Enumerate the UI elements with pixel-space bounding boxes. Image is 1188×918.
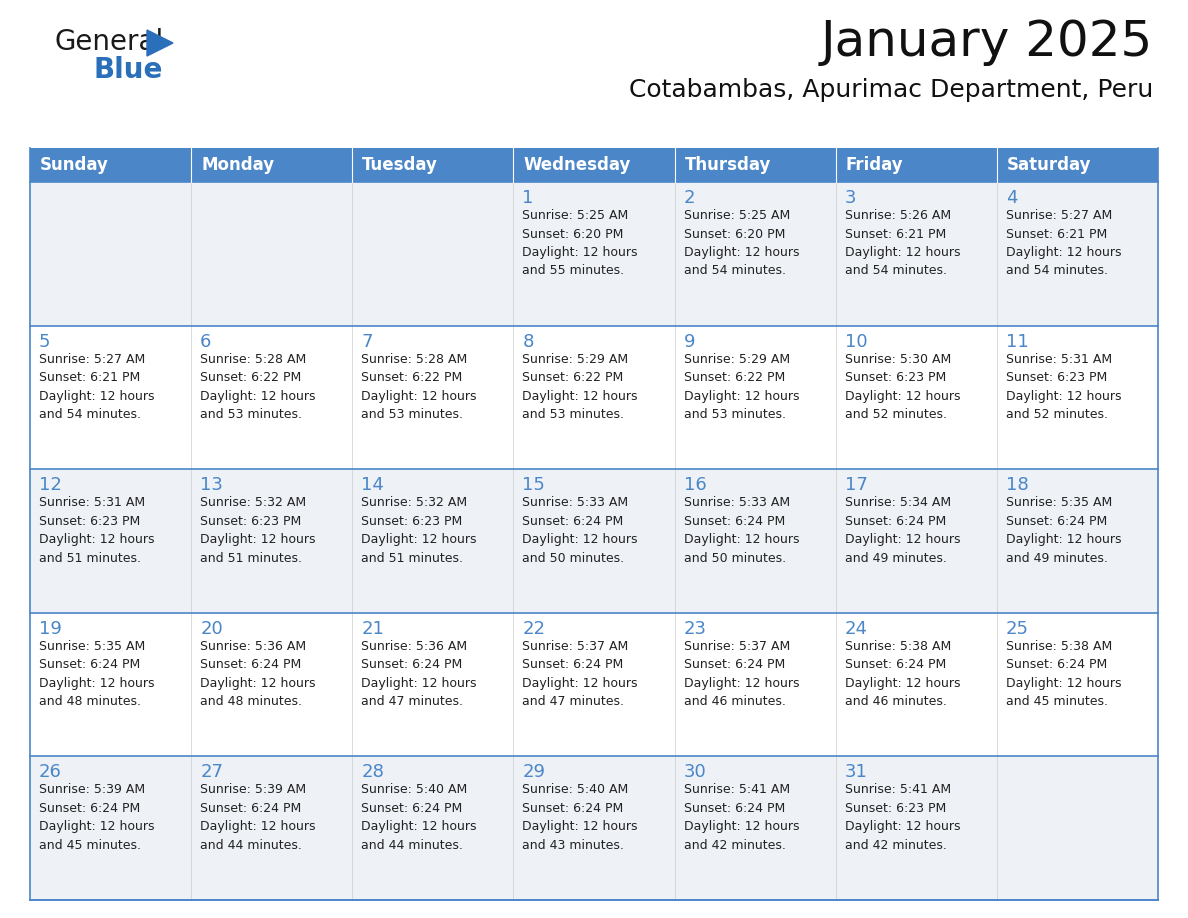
Text: Wednesday: Wednesday xyxy=(524,156,631,174)
Text: Cotabambas, Apurimac Department, Peru: Cotabambas, Apurimac Department, Peru xyxy=(628,78,1154,102)
Text: Sunrise: 5:26 AM
Sunset: 6:21 PM
Daylight: 12 hours
and 54 minutes.: Sunrise: 5:26 AM Sunset: 6:21 PM Dayligh… xyxy=(845,209,960,277)
Text: Sunrise: 5:36 AM
Sunset: 6:24 PM
Daylight: 12 hours
and 47 minutes.: Sunrise: 5:36 AM Sunset: 6:24 PM Dayligh… xyxy=(361,640,476,709)
Text: 29: 29 xyxy=(523,764,545,781)
Text: 4: 4 xyxy=(1006,189,1017,207)
Text: 6: 6 xyxy=(200,332,211,351)
Text: Sunrise: 5:40 AM
Sunset: 6:24 PM
Daylight: 12 hours
and 44 minutes.: Sunrise: 5:40 AM Sunset: 6:24 PM Dayligh… xyxy=(361,783,476,852)
Text: Thursday: Thursday xyxy=(684,156,771,174)
Text: General: General xyxy=(55,28,164,56)
Text: Blue: Blue xyxy=(93,56,163,84)
Text: Sunrise: 5:28 AM
Sunset: 6:22 PM
Daylight: 12 hours
and 53 minutes.: Sunrise: 5:28 AM Sunset: 6:22 PM Dayligh… xyxy=(361,353,476,421)
Text: January 2025: January 2025 xyxy=(821,18,1154,66)
Bar xyxy=(835,148,997,182)
Text: 30: 30 xyxy=(683,764,707,781)
Text: 17: 17 xyxy=(845,476,867,494)
Text: Sunrise: 5:37 AM
Sunset: 6:24 PM
Daylight: 12 hours
and 47 minutes.: Sunrise: 5:37 AM Sunset: 6:24 PM Dayligh… xyxy=(523,640,638,709)
Text: Sunrise: 5:35 AM
Sunset: 6:24 PM
Daylight: 12 hours
and 48 minutes.: Sunrise: 5:35 AM Sunset: 6:24 PM Dayligh… xyxy=(39,640,154,709)
Text: 13: 13 xyxy=(200,476,223,494)
Bar xyxy=(997,148,1158,182)
Text: Sunrise: 5:32 AM
Sunset: 6:23 PM
Daylight: 12 hours
and 51 minutes.: Sunrise: 5:32 AM Sunset: 6:23 PM Dayligh… xyxy=(361,497,476,565)
Bar xyxy=(30,469,1158,613)
Text: Sunday: Sunday xyxy=(40,156,109,174)
Bar xyxy=(30,756,1158,900)
Text: 26: 26 xyxy=(39,764,62,781)
Bar xyxy=(353,148,513,182)
Text: 23: 23 xyxy=(683,620,707,638)
Text: 5: 5 xyxy=(39,332,51,351)
Text: 20: 20 xyxy=(200,620,223,638)
Text: Sunrise: 5:25 AM
Sunset: 6:20 PM
Daylight: 12 hours
and 55 minutes.: Sunrise: 5:25 AM Sunset: 6:20 PM Dayligh… xyxy=(523,209,638,277)
Text: Sunrise: 5:29 AM
Sunset: 6:22 PM
Daylight: 12 hours
and 53 minutes.: Sunrise: 5:29 AM Sunset: 6:22 PM Dayligh… xyxy=(523,353,638,421)
Text: 28: 28 xyxy=(361,764,384,781)
Text: Sunrise: 5:25 AM
Sunset: 6:20 PM
Daylight: 12 hours
and 54 minutes.: Sunrise: 5:25 AM Sunset: 6:20 PM Dayligh… xyxy=(683,209,800,277)
Text: 22: 22 xyxy=(523,620,545,638)
Text: Sunrise: 5:36 AM
Sunset: 6:24 PM
Daylight: 12 hours
and 48 minutes.: Sunrise: 5:36 AM Sunset: 6:24 PM Dayligh… xyxy=(200,640,316,709)
Text: Sunrise: 5:27 AM
Sunset: 6:21 PM
Daylight: 12 hours
and 54 minutes.: Sunrise: 5:27 AM Sunset: 6:21 PM Dayligh… xyxy=(39,353,154,421)
Text: 19: 19 xyxy=(39,620,62,638)
Text: Sunrise: 5:41 AM
Sunset: 6:23 PM
Daylight: 12 hours
and 42 minutes.: Sunrise: 5:41 AM Sunset: 6:23 PM Dayligh… xyxy=(845,783,960,852)
Text: 14: 14 xyxy=(361,476,384,494)
Text: 18: 18 xyxy=(1006,476,1029,494)
Bar xyxy=(30,613,1158,756)
Text: 7: 7 xyxy=(361,332,373,351)
Text: 10: 10 xyxy=(845,332,867,351)
Text: Sunrise: 5:27 AM
Sunset: 6:21 PM
Daylight: 12 hours
and 54 minutes.: Sunrise: 5:27 AM Sunset: 6:21 PM Dayligh… xyxy=(1006,209,1121,277)
Text: Sunrise: 5:41 AM
Sunset: 6:24 PM
Daylight: 12 hours
and 42 minutes.: Sunrise: 5:41 AM Sunset: 6:24 PM Dayligh… xyxy=(683,783,800,852)
Text: 8: 8 xyxy=(523,332,533,351)
Text: Sunrise: 5:31 AM
Sunset: 6:23 PM
Daylight: 12 hours
and 52 minutes.: Sunrise: 5:31 AM Sunset: 6:23 PM Dayligh… xyxy=(1006,353,1121,421)
Text: Sunrise: 5:32 AM
Sunset: 6:23 PM
Daylight: 12 hours
and 51 minutes.: Sunrise: 5:32 AM Sunset: 6:23 PM Dayligh… xyxy=(200,497,316,565)
Bar xyxy=(30,148,191,182)
Text: 11: 11 xyxy=(1006,332,1029,351)
Text: Sunrise: 5:29 AM
Sunset: 6:22 PM
Daylight: 12 hours
and 53 minutes.: Sunrise: 5:29 AM Sunset: 6:22 PM Dayligh… xyxy=(683,353,800,421)
Text: Sunrise: 5:28 AM
Sunset: 6:22 PM
Daylight: 12 hours
and 53 minutes.: Sunrise: 5:28 AM Sunset: 6:22 PM Dayligh… xyxy=(200,353,316,421)
Polygon shape xyxy=(147,30,173,56)
Text: 25: 25 xyxy=(1006,620,1029,638)
Text: Tuesday: Tuesday xyxy=(362,156,438,174)
Text: Sunrise: 5:39 AM
Sunset: 6:24 PM
Daylight: 12 hours
and 44 minutes.: Sunrise: 5:39 AM Sunset: 6:24 PM Dayligh… xyxy=(200,783,316,852)
Text: Sunrise: 5:30 AM
Sunset: 6:23 PM
Daylight: 12 hours
and 52 minutes.: Sunrise: 5:30 AM Sunset: 6:23 PM Dayligh… xyxy=(845,353,960,421)
Text: Sunrise: 5:37 AM
Sunset: 6:24 PM
Daylight: 12 hours
and 46 minutes.: Sunrise: 5:37 AM Sunset: 6:24 PM Dayligh… xyxy=(683,640,800,709)
Bar xyxy=(30,182,1158,326)
Text: Sunrise: 5:33 AM
Sunset: 6:24 PM
Daylight: 12 hours
and 50 minutes.: Sunrise: 5:33 AM Sunset: 6:24 PM Dayligh… xyxy=(683,497,800,565)
Text: 15: 15 xyxy=(523,476,545,494)
Text: Friday: Friday xyxy=(846,156,903,174)
Text: Sunrise: 5:33 AM
Sunset: 6:24 PM
Daylight: 12 hours
and 50 minutes.: Sunrise: 5:33 AM Sunset: 6:24 PM Dayligh… xyxy=(523,497,638,565)
Text: Sunrise: 5:34 AM
Sunset: 6:24 PM
Daylight: 12 hours
and 49 minutes.: Sunrise: 5:34 AM Sunset: 6:24 PM Dayligh… xyxy=(845,497,960,565)
Text: 24: 24 xyxy=(845,620,867,638)
Text: Sunrise: 5:38 AM
Sunset: 6:24 PM
Daylight: 12 hours
and 46 minutes.: Sunrise: 5:38 AM Sunset: 6:24 PM Dayligh… xyxy=(845,640,960,709)
Text: Sunrise: 5:40 AM
Sunset: 6:24 PM
Daylight: 12 hours
and 43 minutes.: Sunrise: 5:40 AM Sunset: 6:24 PM Dayligh… xyxy=(523,783,638,852)
Text: 21: 21 xyxy=(361,620,384,638)
Bar xyxy=(191,148,353,182)
Text: 31: 31 xyxy=(845,764,867,781)
Text: Sunrise: 5:39 AM
Sunset: 6:24 PM
Daylight: 12 hours
and 45 minutes.: Sunrise: 5:39 AM Sunset: 6:24 PM Dayligh… xyxy=(39,783,154,852)
Text: Monday: Monday xyxy=(201,156,274,174)
Bar xyxy=(30,326,1158,469)
Text: 9: 9 xyxy=(683,332,695,351)
Text: 16: 16 xyxy=(683,476,707,494)
Text: Sunrise: 5:35 AM
Sunset: 6:24 PM
Daylight: 12 hours
and 49 minutes.: Sunrise: 5:35 AM Sunset: 6:24 PM Dayligh… xyxy=(1006,497,1121,565)
Text: 1: 1 xyxy=(523,189,533,207)
Text: 2: 2 xyxy=(683,189,695,207)
Text: Saturday: Saturday xyxy=(1007,156,1092,174)
Text: 27: 27 xyxy=(200,764,223,781)
Bar xyxy=(513,148,675,182)
Text: Sunrise: 5:31 AM
Sunset: 6:23 PM
Daylight: 12 hours
and 51 minutes.: Sunrise: 5:31 AM Sunset: 6:23 PM Dayligh… xyxy=(39,497,154,565)
Text: 12: 12 xyxy=(39,476,62,494)
Bar xyxy=(675,148,835,182)
Text: 3: 3 xyxy=(845,189,857,207)
Text: Sunrise: 5:38 AM
Sunset: 6:24 PM
Daylight: 12 hours
and 45 minutes.: Sunrise: 5:38 AM Sunset: 6:24 PM Dayligh… xyxy=(1006,640,1121,709)
